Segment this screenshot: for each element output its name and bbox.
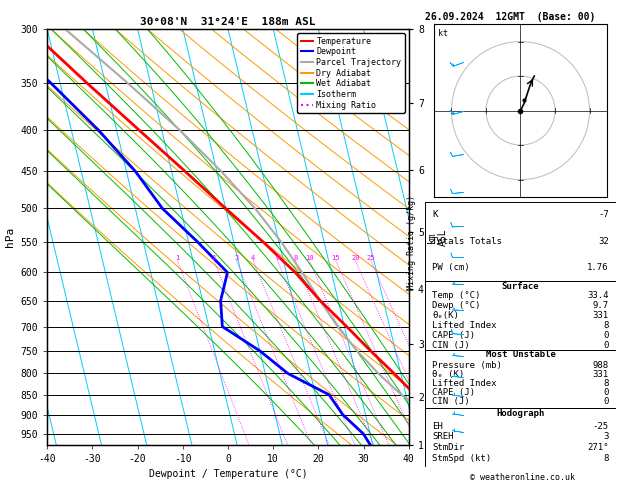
Text: 0: 0 (603, 331, 609, 340)
Text: 0: 0 (603, 388, 609, 397)
Text: 33.4: 33.4 (587, 292, 609, 300)
Text: Hodograph: Hodograph (496, 409, 545, 418)
Text: 2: 2 (212, 255, 216, 260)
Text: 8: 8 (603, 453, 609, 463)
X-axis label: Dewpoint / Temperature (°C): Dewpoint / Temperature (°C) (148, 469, 308, 479)
Text: SREH: SREH (432, 433, 454, 441)
Bar (425, 350, 616, 408)
Text: 20: 20 (351, 255, 360, 260)
Text: CIN (J): CIN (J) (432, 341, 470, 349)
Y-axis label: km
ASL: km ASL (426, 228, 448, 246)
Text: 1.76: 1.76 (587, 263, 609, 273)
Text: K: K (432, 210, 438, 220)
Text: 26.09.2024  12GMT  (Base: 00): 26.09.2024 12GMT (Base: 00) (425, 12, 595, 22)
Text: -7: -7 (598, 210, 609, 220)
Text: Most Unstable: Most Unstable (486, 350, 555, 359)
Text: Lifted Index: Lifted Index (432, 379, 497, 388)
Bar (425, 408, 616, 467)
Text: kt: kt (438, 30, 448, 38)
Text: 0: 0 (603, 341, 609, 349)
Text: θₑ (K): θₑ (K) (432, 370, 464, 379)
Text: CAPE (J): CAPE (J) (432, 388, 476, 397)
Text: 25: 25 (367, 255, 375, 260)
Text: © weatheronline.co.uk: © weatheronline.co.uk (470, 473, 574, 482)
Text: 8: 8 (603, 321, 609, 330)
Text: 271°: 271° (587, 443, 609, 452)
Text: EH: EH (432, 422, 443, 431)
Text: 10: 10 (305, 255, 314, 260)
Text: 988: 988 (593, 361, 609, 370)
Text: Temp (°C): Temp (°C) (432, 292, 481, 300)
Bar (425, 281, 616, 350)
Text: StmDir: StmDir (432, 443, 464, 452)
Text: 15: 15 (331, 255, 340, 260)
Title: 30°08'N  31°24'E  188m ASL: 30°08'N 31°24'E 188m ASL (140, 17, 316, 27)
Text: 8: 8 (293, 255, 298, 260)
Text: Dewp (°C): Dewp (°C) (432, 301, 481, 310)
Text: Pressure (mb): Pressure (mb) (432, 361, 502, 370)
Text: 6: 6 (276, 255, 279, 260)
Text: 0: 0 (603, 397, 609, 406)
Text: Mixing Ratio (g/kg): Mixing Ratio (g/kg) (408, 195, 416, 291)
Text: Totals Totals: Totals Totals (432, 237, 502, 246)
Legend: Temperature, Dewpoint, Parcel Trajectory, Dry Adiabat, Wet Adiabat, Isotherm, Mi: Temperature, Dewpoint, Parcel Trajectory… (297, 34, 404, 113)
Text: 8: 8 (603, 379, 609, 388)
Text: 331: 331 (593, 370, 609, 379)
Y-axis label: hPa: hPa (5, 227, 15, 247)
Text: CIN (J): CIN (J) (432, 397, 470, 406)
Text: -25: -25 (593, 422, 609, 431)
Text: Surface: Surface (502, 281, 539, 291)
Text: 3: 3 (603, 433, 609, 441)
Text: PW (cm): PW (cm) (432, 263, 470, 273)
Text: StmSpd (kt): StmSpd (kt) (432, 453, 491, 463)
Text: θₑ(K): θₑ(K) (432, 311, 459, 320)
Text: Lifted Index: Lifted Index (432, 321, 497, 330)
Text: 9.7: 9.7 (593, 301, 609, 310)
Text: 1: 1 (175, 255, 179, 260)
Bar (425, 202, 616, 281)
Text: 32: 32 (598, 237, 609, 246)
Text: 3: 3 (235, 255, 238, 260)
Text: 4: 4 (251, 255, 255, 260)
Text: CAPE (J): CAPE (J) (432, 331, 476, 340)
Text: 331: 331 (593, 311, 609, 320)
